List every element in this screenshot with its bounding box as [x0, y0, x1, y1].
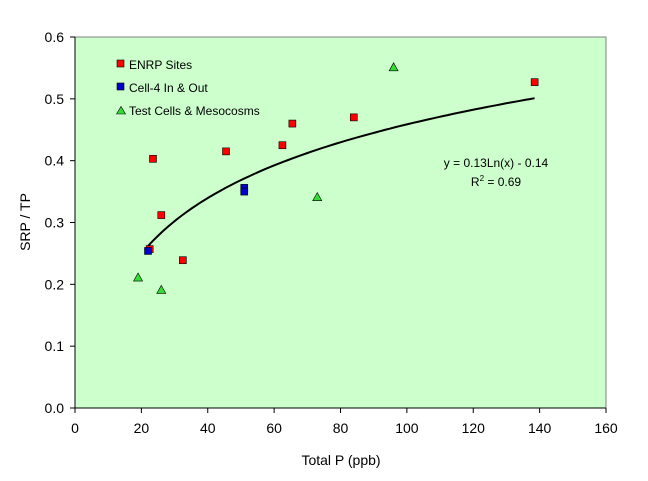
data-point-series-0 [149, 155, 157, 163]
x-tick-label: 60 [266, 420, 282, 436]
legend: ENRP Sites Cell-4 In & Out Test Cells & … [115, 58, 260, 118]
data-point-series-2 [133, 272, 144, 282]
data-point-series-0 [222, 147, 230, 156]
data-point-series-0 [530, 78, 539, 86]
legend-label-cell4: Cell-4 In & Out [129, 81, 208, 95]
y-tick-label: 0.6 [45, 29, 65, 45]
data-point-series-2 [156, 284, 167, 294]
trendline-equation: y = 0.13Ln(x) - 0.14 [444, 156, 549, 170]
data-point-series-0 [288, 119, 297, 128]
data-point-series-0 [157, 211, 166, 219]
x-tick-label: 20 [134, 420, 150, 436]
y-tick-label: 0.2 [45, 276, 65, 292]
y-tick-label: 0.4 [45, 153, 65, 169]
x-tick-label: 160 [594, 420, 618, 436]
y-tick-label: 0.5 [45, 91, 65, 107]
y-axis-title: SRP / TP [17, 193, 33, 251]
data-point-series-1 [144, 247, 152, 255]
data-point-series-0 [179, 256, 187, 265]
trendline-annotation: y = 0.13Ln(x) - 0.14 R2 = 0.69 [444, 156, 549, 189]
legend-label-enrp: ENRP Sites [129, 58, 192, 72]
y-tick-label: 0.1 [45, 338, 65, 354]
axes-layer: 0 20 40 60 80 100 120 140 160 0.0 0.1 0.2 0.3 0.4 0.5 0… [45, 29, 618, 436]
trendline-layer [147, 97, 535, 247]
legend-marker-cell4 [116, 82, 125, 91]
data-point-series-0 [278, 141, 287, 150]
points-layer [133, 62, 539, 294]
x-tick-label: 80 [333, 420, 349, 436]
legend-label-testcells: Test Cells & Mesocosms [129, 104, 260, 118]
y-tick-label: 0.3 [45, 215, 65, 231]
x-tick-label: 120 [462, 420, 486, 436]
x-tick-label: 0 [71, 420, 79, 436]
x-tick-label: 140 [528, 420, 552, 436]
data-point-series-2 [388, 62, 399, 72]
x-tick-label: 40 [200, 420, 216, 436]
data-point-series-0 [349, 113, 358, 122]
trendline-r-squared: R2 = 0.69 [471, 174, 521, 189]
data-point-series-2 [312, 192, 323, 201]
data-point-series-1 [240, 187, 249, 196]
legend-marker-testcells [115, 105, 127, 115]
x-tick-label: 100 [395, 420, 419, 436]
legend-marker-enrp [116, 59, 125, 68]
plot-area [74, 36, 607, 409]
x-axis-title: Total P (ppb) [301, 452, 380, 468]
y-tick-label: 0.0 [45, 400, 65, 416]
trendline [147, 97, 535, 247]
